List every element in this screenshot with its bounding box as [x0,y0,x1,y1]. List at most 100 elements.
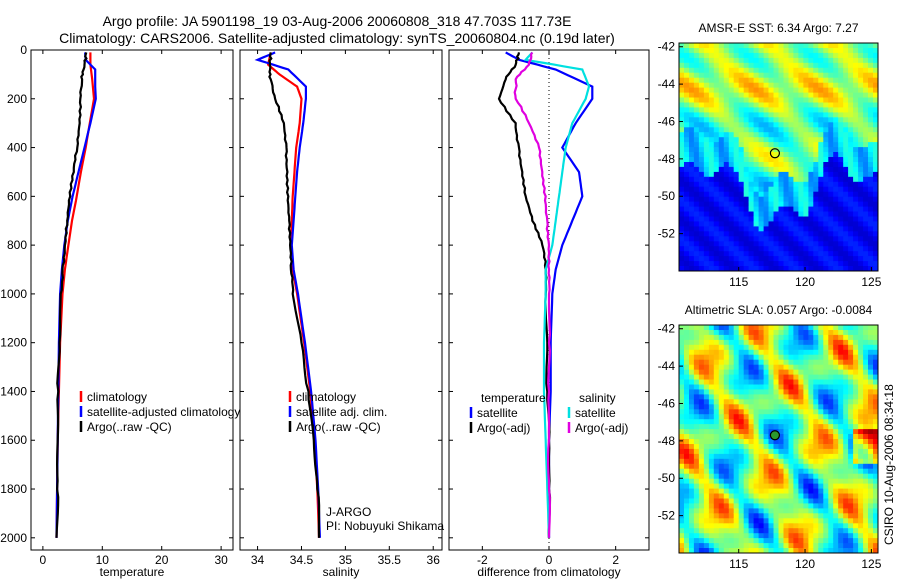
map-cell [783,409,790,415]
map-cell [748,216,755,223]
map-cell [689,48,695,54]
map-cell [763,543,770,549]
map-cell [679,117,685,123]
map-cell [728,488,735,495]
map-cell [738,77,745,84]
map-cell [863,48,869,54]
map-cell [818,349,824,356]
map-cell [763,508,770,514]
map-cell [778,473,785,480]
map-cell [808,344,814,351]
map-cell [798,453,804,460]
map-cell [848,87,854,94]
map-cell [748,102,755,109]
map-cell [708,364,715,371]
map-cell [753,107,760,113]
map-cell [828,206,834,213]
map-cell [733,349,740,356]
map-cell [833,453,839,460]
map-cell [863,364,869,371]
map-cell [818,498,824,505]
map-cell [743,349,750,356]
map-cell [703,543,710,549]
map-cell [684,77,690,84]
map-cell [773,201,780,208]
map-cell [833,334,839,341]
map-cell [813,107,819,113]
map-cell [803,543,809,549]
map-cell [728,409,735,415]
map-cell [718,67,725,74]
map-cell [768,77,775,84]
map-cell [843,166,849,173]
map-cell [808,186,814,193]
map-cell [813,434,819,440]
map-cell [748,478,755,485]
map-cell [868,152,874,158]
map-cell [753,142,760,148]
map-cell [708,67,715,74]
map-cell [833,77,839,84]
map-cell [728,330,735,336]
map-cell [679,533,685,539]
map-cell [803,52,809,59]
map-cell [868,62,874,69]
map-cell [703,196,710,203]
legend-group-title: temperature [481,391,546,405]
map-cell [833,127,839,133]
map-cell [813,369,819,376]
map-cell [843,444,849,450]
map-cell [853,349,859,356]
map-cell [708,453,715,460]
y-tick-label: -52 [658,227,676,241]
map-cell [818,394,824,400]
map-cell [788,261,795,267]
map-cell [703,498,710,505]
map-cell [818,409,824,415]
map-cell [788,236,795,242]
map-cell [813,334,819,341]
map-cell [873,409,878,415]
map-cell [718,102,725,109]
y-tick-label: 1000 [0,287,27,301]
map-cell [708,374,715,381]
map-cell [853,117,859,123]
map-cell [723,191,730,198]
map-cell [813,191,819,198]
map-cell [868,483,874,490]
map-cell [848,513,854,519]
map-cell [838,77,844,84]
map-cell [743,132,750,138]
map-cell [788,458,795,465]
map-cell [743,48,750,54]
map-cell [753,176,760,183]
map-cell [818,142,824,148]
map-cell [723,211,730,218]
map-cell [833,543,839,549]
map-cell [798,206,804,213]
map-cell [693,216,700,223]
map-cell [758,231,765,237]
map-cell [838,424,844,430]
map-cell [778,513,785,519]
map-cell [689,458,695,465]
map-cell [753,216,760,223]
map-cell [758,191,765,198]
map-cell [833,246,839,252]
map-cell [763,206,770,213]
map-cell [793,409,799,415]
map-cell [698,206,705,213]
map-cell [843,226,849,232]
map-cell [808,176,814,183]
map-cell [853,518,859,524]
map-cell [808,429,814,435]
map-cell [873,468,878,475]
map-cell [783,162,790,168]
map-cell [868,201,874,208]
map-cell [828,157,834,163]
map-cell [698,52,705,59]
map-cell [783,206,790,213]
map-cell [873,266,878,271]
map-cell [853,57,859,64]
map-cell [718,166,725,173]
